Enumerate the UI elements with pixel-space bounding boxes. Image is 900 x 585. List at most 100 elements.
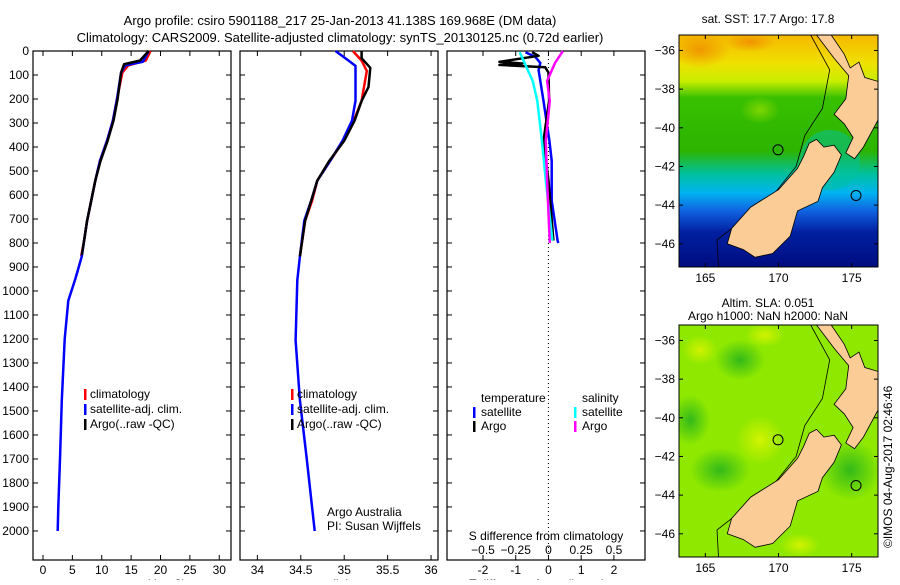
lon-tick-label: 175: [842, 271, 862, 285]
s-tick-label: −0.5: [471, 543, 495, 557]
y-tick-label: 300: [9, 116, 29, 130]
lat-tick-label: −42: [655, 449, 676, 463]
s-tick-label: 0.5: [606, 543, 623, 557]
sla-map-title: Altim. SLA: 0.051: [722, 296, 815, 310]
lon-tick-label: 175: [842, 561, 862, 575]
y-tick-label: 400: [9, 140, 29, 154]
y-tick-label: 100: [9, 68, 29, 82]
legend-label: Argo: [481, 419, 507, 433]
figure-title-line1: Argo profile: csiro 5901188_217 25-Jan-2…: [124, 13, 557, 28]
argo-float-marker: [772, 434, 784, 446]
legend-marker: [473, 421, 476, 432]
series-line-climatology: [79, 50, 152, 257]
y-tick-label: 1000: [2, 284, 29, 298]
legend-label: satellite: [481, 405, 522, 419]
series-line-satellite-adj-clim-: [294, 49, 357, 532]
legend-label: satellite-adj. clim.: [297, 402, 389, 416]
x-tick-label: -2: [478, 563, 489, 577]
legend-title-temperature: temperature: [481, 391, 546, 405]
isobath-line: [716, 325, 831, 557]
legend-label: satellite-adj. clim.: [90, 402, 182, 416]
legend-marker: [84, 404, 87, 415]
lat-tick-label: −46: [655, 527, 676, 541]
south-island-land: [726, 428, 842, 548]
contour-circle: [850, 479, 862, 491]
x-tick-label: 0: [40, 563, 47, 577]
y-tick-label: 1500: [2, 404, 29, 418]
x-tick-label: 35.5: [376, 563, 400, 577]
plot-frame: [32, 50, 232, 561]
credit-line2: PI: Susan Wijffels: [327, 519, 421, 533]
plot-frame: [446, 50, 646, 561]
sst-map: sat. SST: 17.7 Argo: 17.8 165 170 175 −36 −3…: [655, 12, 879, 285]
series-line-argo-raw-qc-: [80, 50, 150, 256]
lat-tick-label: −44: [655, 488, 676, 502]
x-tick-label: 10: [95, 563, 109, 577]
lon-tick-label: 170: [768, 271, 788, 285]
s-tick-label: 0.25: [570, 543, 594, 557]
lon-tick-label: 165: [695, 561, 715, 575]
plot-frame: [239, 50, 439, 561]
y-tick-label: 500: [9, 164, 29, 178]
x-tick-label: 35: [338, 563, 352, 577]
y-tick-label: 1300: [2, 356, 29, 370]
y-tick-label: 1400: [2, 380, 29, 394]
lon-tick-label: 165: [695, 271, 715, 285]
y-tick-label: 2000: [2, 524, 29, 538]
x-tick-label: 36: [424, 563, 438, 577]
y-tick-label: 1900: [2, 500, 29, 514]
y-tick-label: 600: [9, 188, 29, 202]
lat-tick-label: −44: [655, 198, 676, 212]
y-tick-label: 700: [9, 212, 29, 226]
legend-label: Argo: [582, 419, 608, 433]
legend-label: climatology: [90, 387, 150, 401]
isobath-line: [716, 35, 831, 267]
s-tick-label: −0.25: [501, 543, 532, 557]
x-tick-label: -1: [510, 563, 521, 577]
lat-tick-label: −36: [655, 333, 676, 347]
imos-timestamp: ©IMOS 04-Aug-2017 02:46:46: [881, 385, 895, 548]
x-tick-label: 34: [251, 563, 265, 577]
x-tick-label: 2: [611, 563, 618, 577]
lat-tick-label: −38: [655, 372, 676, 386]
legend-label: Argo(..raw -QC): [90, 417, 175, 431]
series-line-argo-raw-qc-: [298, 51, 372, 257]
lat-tick-label: −42: [655, 159, 676, 173]
x-tick-label: 0: [545, 563, 552, 577]
sla-map: Altim. SLA: 0.051 Argo h1000: NaN h2000:…: [655, 296, 879, 575]
legend-marker: [473, 407, 476, 418]
series-line-argo: [544, 50, 564, 244]
y-tick-label: 0: [22, 44, 29, 58]
legend-marker: [291, 404, 294, 415]
legend-label: satellite: [582, 405, 623, 419]
legend-title-salinity: salinity: [582, 391, 619, 405]
south-island-land: [726, 138, 842, 258]
lat-tick-label: −36: [655, 43, 676, 57]
sla-map-subtitle: Argo h1000: NaN h2000: NaN: [688, 309, 848, 323]
x-tick-label: 34.5: [289, 563, 313, 577]
figure-title-line2: Climatology: CARS2009. Satellite-adjuste…: [77, 30, 604, 45]
s-axis-label: S difference from climatology: [469, 529, 624, 543]
legend-marker: [84, 389, 87, 400]
x-tick-label: 20: [154, 563, 168, 577]
north-island-land: [815, 325, 878, 450]
lat-tick-label: −40: [655, 411, 676, 425]
y-tick-label: 200: [9, 92, 29, 106]
y-tick-label: 1100: [3, 308, 29, 322]
lat-tick-label: −38: [655, 82, 676, 96]
x-tick-label: 30: [213, 563, 227, 577]
legend-marker: [291, 389, 294, 400]
x-tick-label: 1: [578, 563, 585, 577]
credit-line1: Argo Australia: [327, 505, 402, 519]
legend-marker: [291, 419, 294, 430]
y-tick-label: 1600: [2, 428, 29, 442]
y-tick-label: 800: [9, 236, 29, 250]
s-tick-label: 0: [545, 543, 552, 557]
y-tick-label: 1800: [2, 476, 29, 490]
lon-tick-label: 170: [768, 561, 788, 575]
temperature-panel: 0100200300400500600700800900100011001200…: [2, 44, 232, 585]
north-island-land: [815, 35, 878, 160]
lat-tick-label: −40: [655, 121, 676, 135]
legend-label: climatology: [297, 387, 357, 401]
